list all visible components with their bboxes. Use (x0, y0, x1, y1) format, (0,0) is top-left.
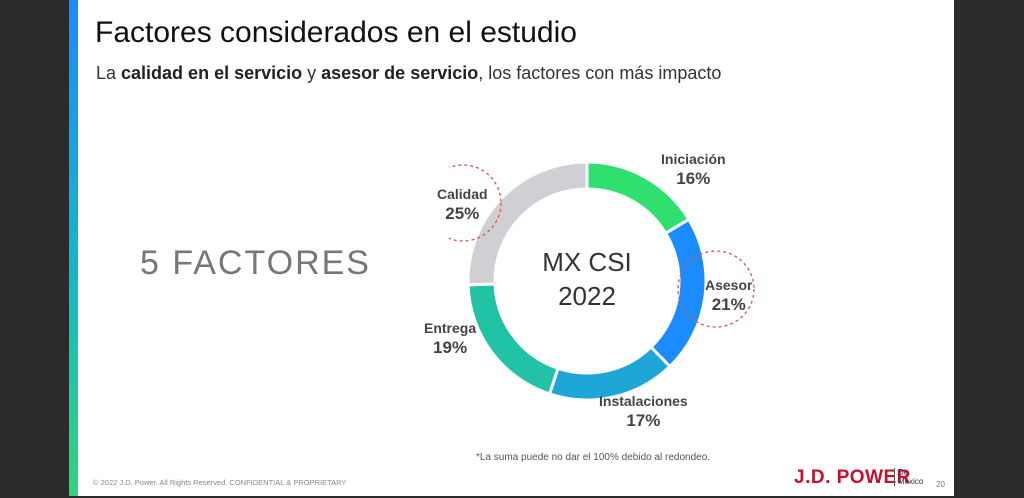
jd-power-logo: J.D. POWER (794, 467, 911, 488)
jd-power-logo-subtitle: De México (894, 468, 923, 486)
segment-percent: 19% (433, 338, 468, 357)
segment-name: Asesor (705, 277, 753, 293)
segment-name: Iniciación (661, 151, 726, 167)
segment-percent: 21% (711, 295, 746, 314)
copyright-notice: © 2022 J.D. Power. All Rights Reserved. … (93, 478, 347, 487)
segment-label-entrega: Entrega 19% (424, 318, 476, 358)
slide-subtitle: La calidad en el servicio y asesor de se… (96, 63, 721, 84)
segment-percent: 17% (626, 411, 661, 430)
segment-percent: 16% (676, 169, 711, 188)
chart-center-label: MX CSI 2022 (487, 245, 687, 313)
logo-sub-line: México (898, 477, 924, 486)
segment-label-instalaciones: Instalaciones 17% (599, 391, 688, 431)
chart-center-title: MX CSI (542, 247, 632, 277)
segment-name: Instalaciones (599, 393, 688, 409)
slide-title: Factores considerados en el estudio (95, 16, 577, 49)
page-number: 20 (936, 480, 945, 489)
subtitle-emphasis-quality: calidad en el servicio (121, 63, 303, 83)
segment-name: Calidad (437, 186, 488, 202)
segment-label-iniciacion: Iniciación 16% (661, 149, 726, 189)
segment-label-asesor: Asesor 21% (705, 275, 752, 315)
subtitle-text: y (302, 63, 322, 83)
factors-count-label: 5 FACTORES (140, 244, 371, 282)
chart-center-subtitle: 2022 (558, 281, 616, 311)
subtitle-text: , los factores con más impacto (478, 63, 722, 83)
slide-accent-bar (69, 0, 78, 496)
logo-sub-line: De (898, 468, 909, 477)
rounding-footnote: *La suma puede no dar el 100% debido al … (476, 452, 711, 463)
presentation-slide: Factores considerados en el estudio La c… (69, 0, 954, 496)
segment-name: Entrega (424, 320, 477, 336)
subtitle-emphasis-advisor: asesor de servicio (321, 63, 479, 83)
donut-chart (449, 160, 755, 402)
donut-segment-calidad (466, 160, 589, 287)
segment-percent: 25% (445, 204, 480, 223)
highlight-circle-calidad (449, 164, 502, 242)
highlight-circle-asesor (677, 250, 755, 328)
subtitle-text: La (96, 63, 122, 83)
segment-label-calidad: Calidad 25% (437, 184, 488, 224)
